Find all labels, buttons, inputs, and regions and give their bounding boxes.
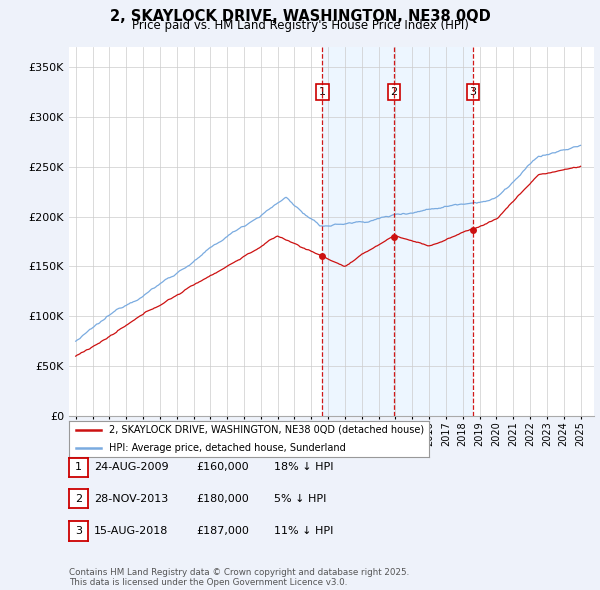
Text: 28-NOV-2013: 28-NOV-2013 — [94, 494, 169, 503]
Text: 2, SKAYLOCK DRIVE, WASHINGTON, NE38 0QD: 2, SKAYLOCK DRIVE, WASHINGTON, NE38 0QD — [110, 9, 490, 24]
Text: 1: 1 — [319, 87, 326, 97]
Text: 2, SKAYLOCK DRIVE, WASHINGTON, NE38 0QD (detached house): 2, SKAYLOCK DRIVE, WASHINGTON, NE38 0QD … — [109, 425, 424, 435]
Text: 5% ↓ HPI: 5% ↓ HPI — [274, 494, 326, 503]
Text: 3: 3 — [470, 87, 476, 97]
Text: 24-AUG-2009: 24-AUG-2009 — [94, 463, 169, 472]
Text: Price paid vs. HM Land Registry's House Price Index (HPI): Price paid vs. HM Land Registry's House … — [131, 19, 469, 32]
Text: 3: 3 — [75, 526, 82, 536]
Text: £180,000: £180,000 — [196, 494, 249, 503]
Text: 15-AUG-2018: 15-AUG-2018 — [94, 526, 169, 536]
Text: £187,000: £187,000 — [196, 526, 249, 536]
Text: 18% ↓ HPI: 18% ↓ HPI — [274, 463, 334, 472]
Text: 2: 2 — [391, 87, 397, 97]
Text: HPI: Average price, detached house, Sunderland: HPI: Average price, detached house, Sund… — [109, 443, 346, 453]
Bar — [322, 47, 473, 416]
Text: 1: 1 — [75, 463, 82, 472]
Text: 2: 2 — [75, 494, 82, 503]
Text: £160,000: £160,000 — [196, 463, 249, 472]
Text: 11% ↓ HPI: 11% ↓ HPI — [274, 526, 334, 536]
Text: Contains HM Land Registry data © Crown copyright and database right 2025.
This d: Contains HM Land Registry data © Crown c… — [69, 568, 409, 587]
